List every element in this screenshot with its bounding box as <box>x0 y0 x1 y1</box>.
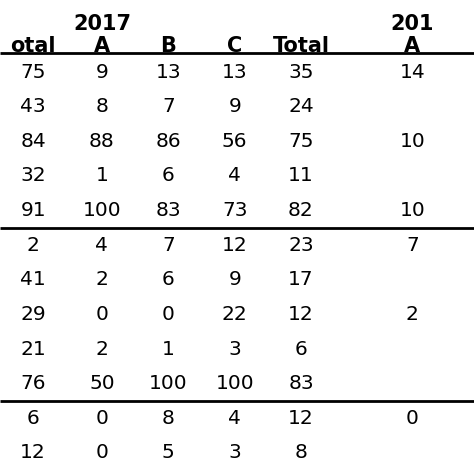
Text: 56: 56 <box>222 132 247 151</box>
Text: 9: 9 <box>96 63 108 82</box>
Text: 12: 12 <box>20 443 46 462</box>
Text: 84: 84 <box>20 132 46 151</box>
Text: 17: 17 <box>288 270 314 289</box>
Text: 32: 32 <box>20 166 46 185</box>
Text: 2: 2 <box>95 339 109 358</box>
Text: 73: 73 <box>222 201 247 220</box>
Text: 24: 24 <box>288 97 314 116</box>
Text: 100: 100 <box>82 201 121 220</box>
Text: 8: 8 <box>294 443 308 462</box>
Text: 22: 22 <box>222 305 247 324</box>
Text: 41: 41 <box>20 270 46 289</box>
Text: 83: 83 <box>155 201 181 220</box>
Text: 7: 7 <box>406 236 419 255</box>
Text: 7: 7 <box>162 236 174 255</box>
Text: 9: 9 <box>228 97 241 116</box>
Text: 88: 88 <box>89 132 115 151</box>
Text: 0: 0 <box>95 443 109 462</box>
Text: 0: 0 <box>95 409 109 428</box>
Text: 100: 100 <box>149 374 188 393</box>
Text: 1: 1 <box>162 339 175 358</box>
Text: 100: 100 <box>215 374 254 393</box>
Text: otal: otal <box>10 36 56 56</box>
Text: 14: 14 <box>400 63 425 82</box>
Text: 12: 12 <box>288 305 314 324</box>
Text: 5: 5 <box>162 443 174 462</box>
Text: B: B <box>160 36 176 56</box>
Text: 83: 83 <box>288 374 314 393</box>
Text: 75: 75 <box>288 132 314 151</box>
Text: Total: Total <box>273 36 329 56</box>
Text: 23: 23 <box>288 236 314 255</box>
Text: 7: 7 <box>162 97 174 116</box>
Text: A: A <box>404 36 420 56</box>
Text: 91: 91 <box>20 201 46 220</box>
Text: 2017: 2017 <box>73 14 131 34</box>
Text: 11: 11 <box>288 166 314 185</box>
Text: 6: 6 <box>162 270 174 289</box>
Text: 2: 2 <box>95 270 109 289</box>
Text: 10: 10 <box>400 201 425 220</box>
Text: 4: 4 <box>228 409 241 428</box>
Text: 4: 4 <box>95 236 109 255</box>
Text: 76: 76 <box>20 374 46 393</box>
Text: 6: 6 <box>295 339 307 358</box>
Text: A: A <box>94 36 110 56</box>
Text: 21: 21 <box>20 339 46 358</box>
Text: 35: 35 <box>288 63 314 82</box>
Text: 8: 8 <box>162 409 175 428</box>
Text: 13: 13 <box>222 63 247 82</box>
Text: 82: 82 <box>288 201 314 220</box>
Text: 86: 86 <box>155 132 181 151</box>
Text: 13: 13 <box>155 63 181 82</box>
Text: 4: 4 <box>228 166 241 185</box>
Text: 3: 3 <box>228 443 241 462</box>
Text: 10: 10 <box>400 132 425 151</box>
Text: 201: 201 <box>391 14 434 34</box>
Text: 2: 2 <box>406 305 419 324</box>
Text: 75: 75 <box>20 63 46 82</box>
Text: 0: 0 <box>406 409 419 428</box>
Text: 12: 12 <box>222 236 247 255</box>
Text: 6: 6 <box>162 166 174 185</box>
Text: 43: 43 <box>20 97 46 116</box>
Text: 8: 8 <box>95 97 109 116</box>
Text: 6: 6 <box>27 409 39 428</box>
Text: 3: 3 <box>228 339 241 358</box>
Text: 1: 1 <box>95 166 109 185</box>
Text: 2: 2 <box>27 236 40 255</box>
Text: 50: 50 <box>89 374 115 393</box>
Text: 29: 29 <box>20 305 46 324</box>
Text: 12: 12 <box>288 409 314 428</box>
Text: C: C <box>227 36 242 56</box>
Text: 0: 0 <box>95 305 109 324</box>
Text: 0: 0 <box>162 305 175 324</box>
Text: 9: 9 <box>228 270 241 289</box>
